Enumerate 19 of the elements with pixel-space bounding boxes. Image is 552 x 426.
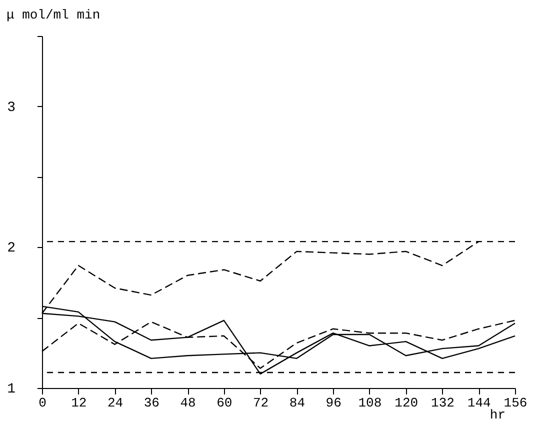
x-tick-label: 84 — [289, 396, 306, 410]
x-tick-label: 144 — [467, 396, 492, 410]
y-tick-label: 1 — [7, 382, 16, 398]
x-tick-label: 156 — [504, 396, 528, 410]
x-tick-label: 0 — [38, 396, 46, 410]
x-tick-label: 48 — [180, 396, 196, 410]
x-tick-label: 36 — [144, 396, 160, 410]
x-tick-label: 120 — [394, 396, 418, 410]
x-tick-label: 96 — [326, 396, 342, 410]
y-tick-label: 3 — [7, 100, 16, 116]
x-axis-title: hr — [490, 408, 506, 422]
x-tick-label: 72 — [253, 396, 269, 410]
x-tick-label: 132 — [431, 396, 454, 410]
y-axis-title: μ mol/ml min — [6, 8, 100, 22]
x-tick-label: 60 — [216, 396, 232, 410]
x-tick-label: 24 — [107, 396, 124, 410]
y-tick-label: 2 — [7, 240, 16, 257]
x-tick-label: 12 — [71, 396, 87, 410]
x-tick-label: 108 — [358, 396, 382, 410]
